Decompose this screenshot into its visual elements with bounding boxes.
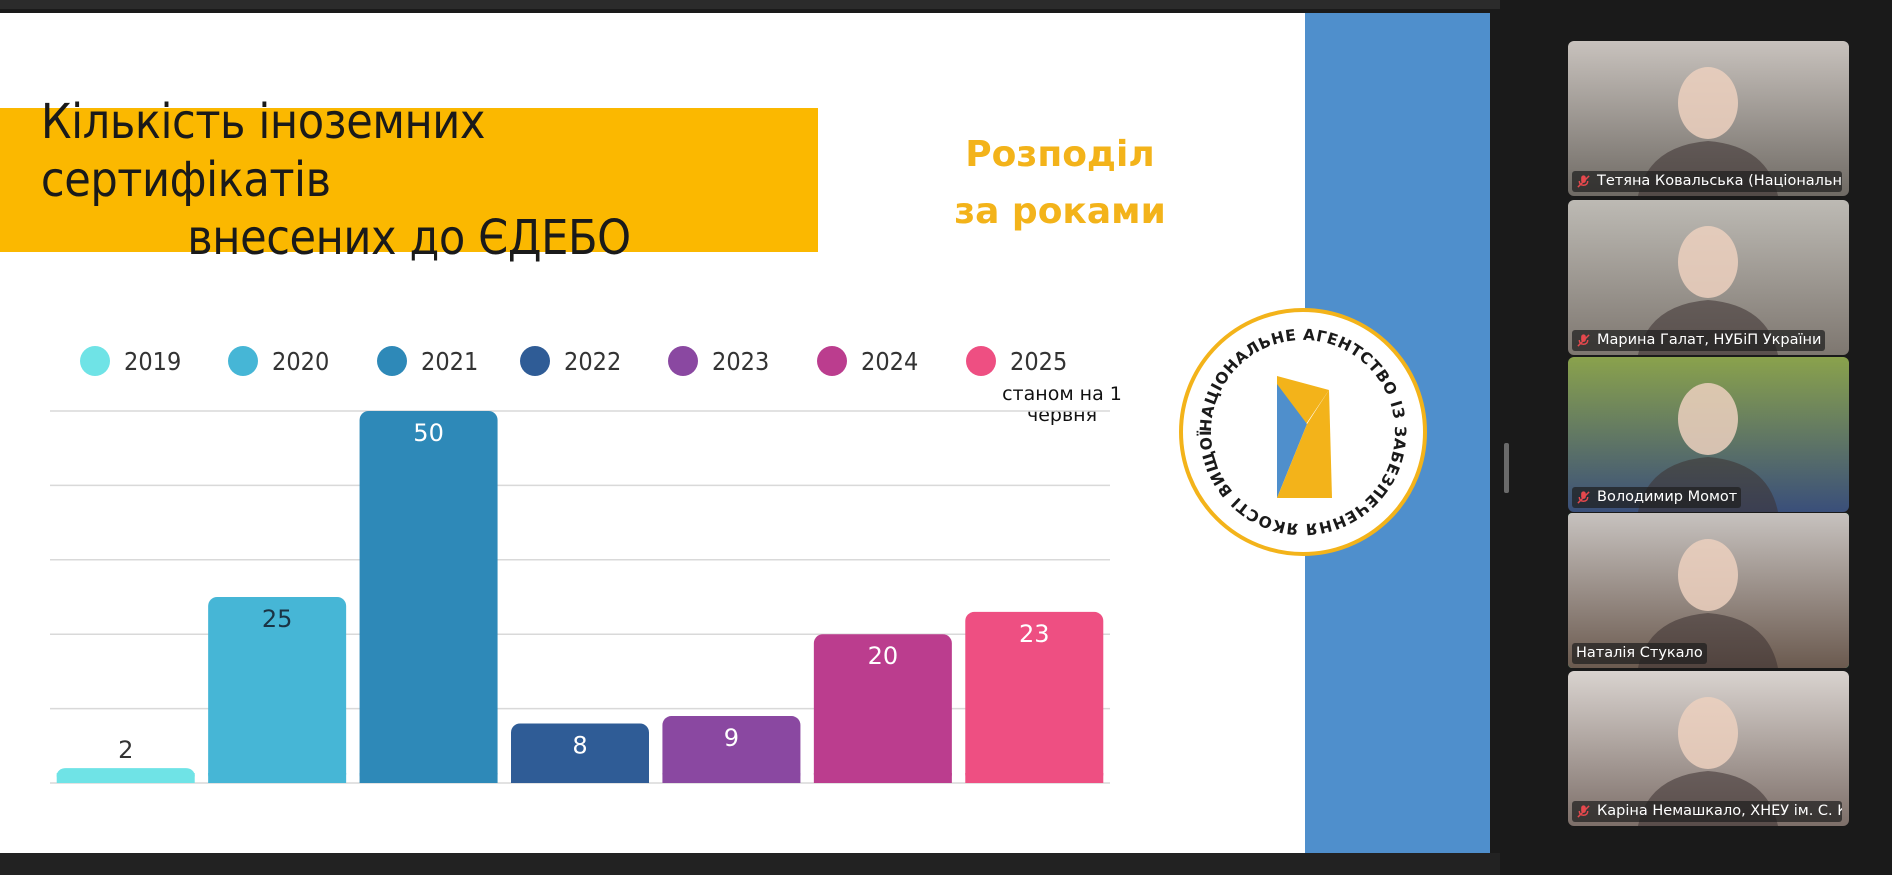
participants-gallery: Тетяна Ковальська (Національне ... Марина… <box>1555 0 1892 875</box>
slide-title-line-1: Кількість іноземних сертифікатів <box>40 94 486 208</box>
participant-name-tag: Володимир Момот <box>1572 487 1742 508</box>
bar-2023 <box>662 716 801 783</box>
legend-item-2020: 2020 <box>228 341 336 381</box>
muted-mic-icon <box>1577 334 1590 347</box>
participant-name: Володимир Момот <box>1597 489 1738 505</box>
bar-base-2023 <box>662 773 801 783</box>
legend-item-2019: 2019 <box>80 341 188 381</box>
slide-title-box: Кількість іноземних сертифікатів внесени… <box>0 94 818 266</box>
participant-name: Наталія Стукало <box>1576 645 1703 661</box>
participant-tile[interactable]: Марина Галат, НУБіП України <box>1568 200 1849 355</box>
bar-base-2024 <box>813 773 952 783</box>
chart-note-line-1: станом на 1 <box>1002 383 1122 405</box>
legend-item-2021: 2021 <box>377 341 485 381</box>
legend-label: 2021 <box>421 346 479 376</box>
slide-subtitle-line-2: за роками <box>954 191 1166 232</box>
slide-subtitle: Розподіл за роками <box>940 126 1180 240</box>
muted-mic-icon <box>1577 175 1590 188</box>
legend-label: 2023 <box>712 346 770 376</box>
bar-label-2022: 8 <box>572 731 587 759</box>
legend-label: 2025 <box>1010 346 1068 376</box>
bar-label-2020: 25 <box>262 605 293 633</box>
legend-swatch <box>668 346 698 376</box>
participant-name-tag: Тетяна Ковальська (Національне ... <box>1572 171 1842 192</box>
bar-base-2020 <box>208 773 347 783</box>
participant-video <box>1568 513 1849 668</box>
participant-face <box>1678 383 1738 455</box>
participant-face <box>1678 226 1738 298</box>
bar-label-2019: 2 <box>118 736 133 764</box>
slide-title-line-2: внесених до ЄДЕБО <box>187 210 631 266</box>
bar-base-2021 <box>359 773 498 783</box>
participant-tile[interactable]: Тетяна Ковальська (Національне ... <box>1568 41 1849 196</box>
mic-slash <box>1577 175 1590 188</box>
shared-screen-slide: Кількість іноземних сертифікатів внесени… <box>0 13 1490 853</box>
bar-label-2025: 23 <box>1019 620 1050 648</box>
legend-item-2023: 2023 <box>668 341 776 381</box>
slide-subtitle-line-1: Розподіл <box>965 134 1155 175</box>
bar-label-2021: 50 <box>413 419 444 447</box>
muted-mic-icon <box>1577 805 1590 818</box>
participant-name-tag: Марина Галат, НУБіП України <box>1572 330 1826 351</box>
agency-logo: НАЦІОНАЛЬНЕ АГЕНТСТВО ІЗ ЗАБЕЗПЕЧЕННЯ ЯК… <box>1177 306 1427 556</box>
participant-video <box>1568 671 1849 826</box>
bar-2025 <box>965 611 1104 783</box>
participant-tile[interactable]: Каріна Немашкало, ХНЕУ ім. С. Ку... <box>1568 671 1849 826</box>
legend-label: 2020 <box>272 346 330 376</box>
bar-base-2025 <box>965 773 1104 783</box>
participant-name-tag: Каріна Немашкало, ХНЕУ ім. С. Ку... <box>1572 801 1842 822</box>
legend-label: 2022 <box>564 346 622 376</box>
mic-stand <box>1578 496 1589 502</box>
legend-item-2025: 2025 <box>966 341 1074 381</box>
mic-slash <box>1577 334 1590 347</box>
mic-slash <box>1577 491 1590 504</box>
participant-name: Марина Галат, НУБіП України <box>1597 332 1822 348</box>
participant-video <box>1568 357 1849 512</box>
participant-face <box>1678 697 1738 769</box>
legend-swatch <box>966 346 996 376</box>
participant-name-tag: Наталія Стукало <box>1572 643 1707 664</box>
logo-shape-yellow-bottom <box>1277 390 1332 498</box>
slide-title: Кількість іноземних сертифікатів внесени… <box>41 94 777 266</box>
legend-swatch <box>80 346 110 376</box>
bar-base-2022 <box>511 773 649 783</box>
legend-item-2022: 2022 <box>520 341 628 381</box>
legend-swatch <box>377 346 407 376</box>
legend-swatch <box>817 346 847 376</box>
mic-stand <box>1578 339 1589 345</box>
bar-2020 <box>208 597 347 783</box>
legend-item-2024: 2024 <box>817 341 925 381</box>
top-bar <box>0 0 1500 9</box>
participant-face <box>1678 67 1738 139</box>
muted-mic-icon <box>1577 491 1590 504</box>
participant-tile[interactable]: Наталія Стукало <box>1568 513 1849 668</box>
mic-slash <box>1577 805 1590 818</box>
legend-swatch <box>228 346 258 376</box>
bar-label-2024: 20 <box>868 642 899 670</box>
mic-stand <box>1578 810 1589 816</box>
participant-tile[interactable]: Володимир Момот <box>1568 357 1849 512</box>
participant-face <box>1678 539 1738 611</box>
bottom-strip <box>0 853 1500 875</box>
chart-note: станом на 1 червня <box>972 384 1152 426</box>
mic-stand <box>1578 180 1589 186</box>
participant-name: Каріна Немашкало, ХНЕУ ім. С. Ку... <box>1597 803 1842 819</box>
legend-label: 2024 <box>861 346 919 376</box>
bar-base-2019 <box>56 773 195 783</box>
legend-label: 2019 <box>124 346 182 376</box>
bar-2021 <box>359 411 498 783</box>
participant-name: Тетяна Ковальська (Національне ... <box>1597 173 1842 189</box>
chart-note-line-2: червня <box>1026 404 1098 426</box>
panel-resize-handle[interactable] <box>1504 443 1509 493</box>
bar-chart: 2 25 50 8 9 20 23 <box>50 410 1110 784</box>
bar-2022 <box>511 723 649 783</box>
legend-swatch <box>520 346 550 376</box>
bar-label-2023: 9 <box>724 724 739 752</box>
logo-shape-blue <box>1277 384 1307 498</box>
bar-2024 <box>813 634 952 783</box>
